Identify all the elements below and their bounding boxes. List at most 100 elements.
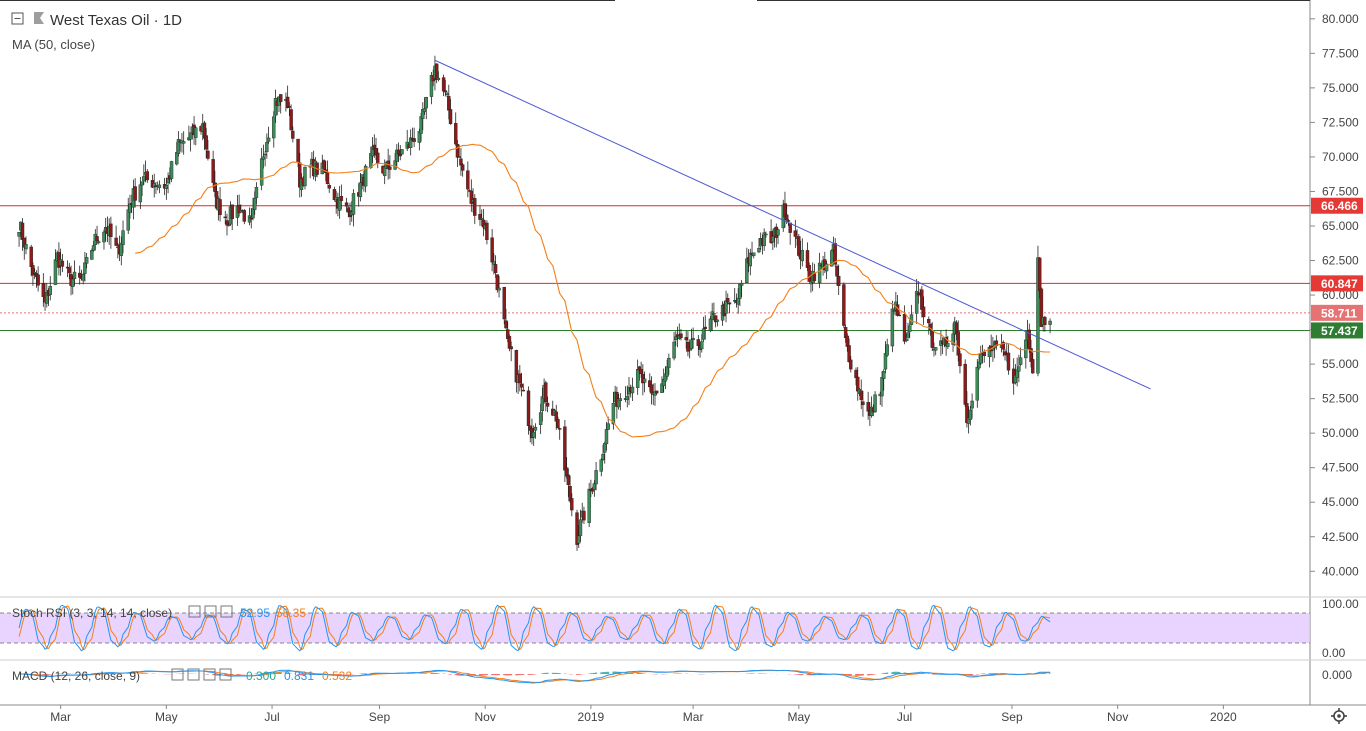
candle-body bbox=[927, 319, 930, 323]
macd-hist-bar bbox=[482, 674, 484, 675]
candle-body bbox=[260, 159, 263, 186]
candle-body bbox=[882, 371, 885, 379]
macd-hist-bar bbox=[555, 673, 557, 674]
candle-body bbox=[492, 262, 495, 265]
candle-body bbox=[423, 109, 426, 112]
candle-body bbox=[874, 395, 877, 412]
ma-indicator-label[interactable]: MA (50, close) bbox=[12, 37, 95, 52]
macd-hist-bar bbox=[867, 674, 869, 675]
collapse-icon[interactable] bbox=[12, 13, 23, 24]
macd-hist-bar bbox=[552, 673, 554, 674]
candle-body bbox=[728, 303, 731, 304]
candle-body bbox=[619, 399, 622, 401]
candle-body bbox=[420, 116, 423, 133]
downtrend-line[interactable] bbox=[435, 60, 1151, 389]
time-tick-label: May bbox=[787, 710, 810, 724]
candle-body bbox=[920, 290, 923, 310]
candle-body bbox=[425, 97, 428, 108]
macd-hist-bar bbox=[456, 674, 458, 675]
candle-body bbox=[903, 314, 906, 341]
macd-hist-bar bbox=[498, 674, 500, 675]
macd-hist-bar bbox=[794, 674, 796, 675]
candle-body bbox=[127, 210, 130, 231]
candle-body bbox=[640, 369, 643, 374]
candle-body bbox=[886, 345, 889, 356]
time-tick-label: Mar bbox=[50, 710, 71, 724]
macd-hist-bar bbox=[857, 674, 859, 676]
level-badge-label: 58.711 bbox=[1321, 306, 1357, 320]
candle-body bbox=[146, 172, 149, 180]
candle-body bbox=[905, 340, 908, 341]
candle-body bbox=[709, 319, 712, 331]
candle-body bbox=[934, 347, 937, 350]
candle-body bbox=[931, 331, 934, 348]
macd-hist-bar bbox=[677, 673, 679, 674]
candle-body bbox=[262, 157, 265, 160]
macd-hist-bar bbox=[976, 674, 978, 675]
level-badge-label: 66.466 bbox=[1321, 199, 1358, 213]
candle-body bbox=[1038, 258, 1041, 291]
candle-body bbox=[884, 353, 887, 369]
candle-body bbox=[413, 139, 416, 142]
candle-body bbox=[264, 154, 267, 155]
price-tick-label: 45.000 bbox=[1322, 495, 1359, 509]
candle-body bbox=[18, 232, 21, 236]
price-axis-ticks: 80.00077.50075.00072.50070.00067.50065.0… bbox=[1310, 12, 1359, 578]
stoch-tick-100: 100.00 bbox=[1322, 597, 1359, 611]
time-tick-label: Jul bbox=[897, 710, 912, 724]
candle-body bbox=[906, 333, 909, 338]
candle-body bbox=[272, 117, 275, 138]
candle-body bbox=[30, 247, 33, 267]
candle-body bbox=[848, 345, 851, 361]
macd-hist-bar bbox=[547, 673, 549, 674]
candle-body bbox=[326, 172, 329, 184]
macd-hist-bar bbox=[855, 674, 857, 676]
candle-body bbox=[667, 358, 670, 367]
macd-hist-bar bbox=[883, 673, 885, 674]
candle-body bbox=[716, 320, 719, 322]
stoch-rsi-label[interactable]: Stoch RSI (3, 3, 14, 14, close) bbox=[12, 606, 172, 620]
candle-body bbox=[96, 236, 99, 240]
macd-hist-bar bbox=[637, 673, 639, 674]
candle-body bbox=[813, 274, 816, 281]
candle-body bbox=[449, 109, 452, 123]
macd-hist-bar bbox=[891, 672, 893, 674]
candle-body bbox=[255, 187, 258, 197]
candle-body bbox=[297, 139, 300, 162]
macd-hist-bar bbox=[450, 674, 452, 675]
candle-body bbox=[496, 275, 499, 290]
candle-body bbox=[224, 217, 227, 218]
candle-body bbox=[1049, 321, 1052, 325]
candle-body bbox=[674, 337, 677, 340]
macd-hist-bar bbox=[862, 674, 864, 676]
candle-body bbox=[253, 198, 256, 210]
candle-body bbox=[510, 347, 513, 349]
macd-hist-bar bbox=[751, 673, 753, 674]
macd-hist-bar bbox=[484, 674, 486, 675]
candle-body bbox=[567, 475, 570, 485]
candle-body bbox=[605, 429, 608, 444]
time-tick-label: 2019 bbox=[578, 710, 605, 724]
candle-body bbox=[964, 364, 967, 404]
macd-hist-bar bbox=[553, 673, 555, 674]
candle-body bbox=[444, 91, 447, 93]
candle-body bbox=[446, 94, 449, 95]
candle-body bbox=[757, 248, 760, 252]
macd-hist-bar bbox=[143, 673, 145, 674]
macd-hist-bar bbox=[602, 672, 604, 674]
candle-body bbox=[1031, 359, 1034, 373]
candle-body bbox=[898, 315, 901, 316]
price-tick-label: 67.500 bbox=[1322, 184, 1359, 198]
candle-body bbox=[182, 141, 185, 143]
macd-hist-bar bbox=[796, 674, 798, 675]
price-tick-label: 65.000 bbox=[1322, 219, 1359, 233]
settings-gear-icon[interactable] bbox=[1331, 708, 1347, 724]
candle-body bbox=[520, 384, 523, 387]
macd-label[interactable]: MACD (12, 26, close, 9) bbox=[12, 669, 140, 683]
candle-body bbox=[577, 536, 580, 543]
candle-body bbox=[534, 427, 537, 430]
macd-hist-bar bbox=[971, 674, 973, 675]
candle-body bbox=[688, 349, 691, 350]
candle-body bbox=[771, 237, 774, 243]
